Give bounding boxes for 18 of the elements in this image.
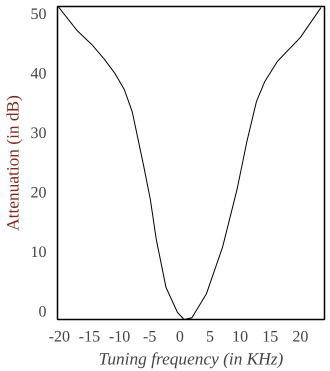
x-tick-label: -20 [48, 328, 70, 346]
x-tick-label: -15 [78, 328, 100, 346]
x-tick-label: 15 [262, 328, 278, 346]
line-series [58, 6, 322, 320]
y-tick-label: 40 [30, 66, 46, 83]
x-tick-label: 5 [206, 328, 214, 346]
y-tick-label: 20 [30, 184, 46, 202]
y-tick-label: 0 [38, 304, 46, 321]
y-tick-label: 30 [30, 125, 46, 142]
x-tick-label: 0 [176, 328, 184, 346]
x-tick-label: -5 [143, 328, 156, 346]
x-tick-label: -10 [108, 328, 130, 346]
y-tick-label: 10 [30, 244, 46, 262]
x-axis-title: Tuning frequency (in KHz) [98, 350, 284, 368]
y-tick-label: 50 [30, 6, 46, 24]
x-tick-label: 10 [232, 328, 248, 346]
x-tick-label: 20 [292, 328, 308, 346]
y-axis-title: Attenuation (in dB) [4, 94, 22, 231]
